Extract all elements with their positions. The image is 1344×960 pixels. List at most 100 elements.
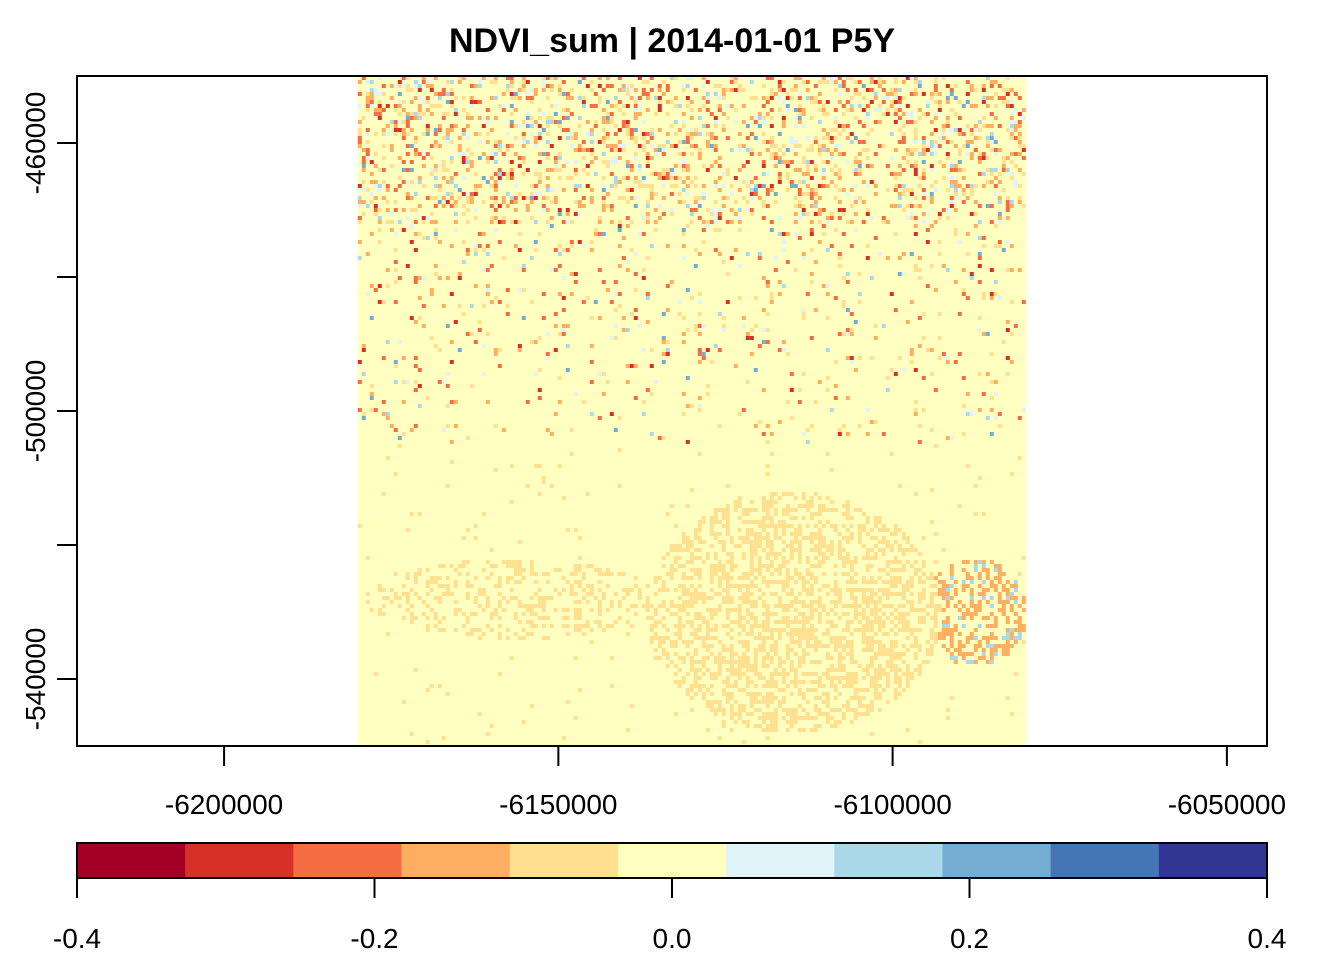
raster-pixel: [489, 612, 494, 616]
raster-pixel: [545, 156, 550, 160]
raster-pixel: [361, 156, 366, 160]
raster-pixel: [797, 528, 802, 532]
raster-pixel: [853, 616, 858, 620]
raster-pixel: [465, 208, 470, 212]
raster-pixel: [633, 272, 638, 276]
raster-pixel: [801, 652, 806, 656]
raster-pixel: [869, 164, 874, 168]
raster-pixel: [837, 600, 842, 604]
raster-pixel: [749, 580, 754, 584]
raster-pixel: [625, 104, 630, 108]
raster-pixel: [541, 80, 546, 84]
raster-pixel: [477, 244, 482, 248]
raster-pixel: [793, 204, 798, 208]
raster-pixel: [533, 144, 538, 148]
raster-pixel: [433, 580, 438, 584]
raster-pixel: [1009, 628, 1014, 632]
raster-pixel: [985, 156, 990, 160]
raster-pixel: [533, 92, 538, 96]
raster-pixel: [493, 228, 498, 232]
raster-pixel: [461, 624, 466, 628]
raster-pixel: [913, 216, 918, 220]
raster-pixel: [741, 740, 746, 744]
raster-pixel: [865, 568, 870, 572]
raster-pixel: [681, 576, 686, 580]
raster-pixel: [509, 160, 514, 164]
raster-pixel: [629, 136, 634, 140]
raster-pixel: [717, 312, 722, 316]
raster-pixel: [813, 136, 818, 140]
raster-pixel: [489, 128, 494, 132]
raster-pixel: [961, 616, 966, 620]
raster-pixel: [405, 572, 410, 576]
raster-pixel: [461, 536, 466, 540]
raster-pixel: [977, 256, 982, 260]
raster-pixel: [941, 628, 946, 632]
raster-pixel: [761, 592, 766, 596]
raster-pixel: [861, 556, 866, 560]
raster-pixel: [861, 84, 866, 88]
raster-pixel: [997, 244, 1002, 248]
raster-pixel: [849, 360, 854, 364]
raster-pixel: [453, 124, 458, 128]
raster-pixel: [953, 188, 958, 192]
raster-pixel: [1017, 200, 1022, 204]
raster-pixel: [877, 252, 882, 256]
raster-pixel: [793, 640, 798, 644]
raster-pixel: [565, 220, 570, 224]
raster-pixel: [893, 580, 898, 584]
raster-pixel: [529, 300, 534, 304]
raster-pixel: [389, 212, 394, 216]
raster-pixel: [633, 364, 638, 368]
raster-pixel: [393, 200, 398, 204]
raster-pixel: [621, 596, 626, 600]
raster-pixel: [725, 648, 730, 652]
raster-pixel: [709, 676, 714, 680]
raster-pixel: [557, 252, 562, 256]
raster-pixel: [465, 596, 470, 600]
raster-pixel: [509, 76, 514, 80]
raster-pixel: [441, 592, 446, 596]
raster-pixel: [677, 632, 682, 636]
raster-pixel: [581, 576, 586, 580]
raster-pixel: [989, 648, 994, 652]
raster-pixel: [509, 564, 514, 568]
raster-pixel: [841, 548, 846, 552]
raster-pixel: [1005, 636, 1010, 640]
raster-pixel: [897, 528, 902, 532]
raster-pixel: [585, 132, 590, 136]
raster-pixel: [421, 112, 426, 116]
raster-pixel: [689, 688, 694, 692]
raster-pixel: [741, 196, 746, 200]
raster-pixel: [417, 176, 422, 180]
raster-pixel: [833, 584, 838, 588]
raster-pixel: [933, 144, 938, 148]
raster-pixel: [445, 80, 450, 84]
raster-pixel: [729, 620, 734, 624]
raster-pixel: [981, 332, 986, 336]
raster-pixel: [981, 236, 986, 240]
raster-pixel: [845, 308, 850, 312]
raster-pixel: [785, 172, 790, 176]
raster-pixel: [821, 112, 826, 116]
raster-pixel: [937, 136, 942, 140]
raster-pixel: [373, 204, 378, 208]
raster-pixel: [917, 648, 922, 652]
raster-pixel: [845, 516, 850, 520]
raster-pixel: [837, 544, 842, 548]
raster-pixel: [809, 628, 814, 632]
raster-pixel: [953, 232, 958, 236]
raster-pixel: [961, 132, 966, 136]
raster-pixel: [737, 88, 742, 92]
raster-pixel: [665, 636, 670, 640]
raster-pixel: [737, 608, 742, 612]
raster-pixel: [901, 660, 906, 664]
raster-pixel: [449, 244, 454, 248]
raster-pixel: [837, 708, 842, 712]
raster-pixel: [601, 208, 606, 212]
raster-pixel: [561, 276, 566, 280]
raster-pixel: [493, 160, 498, 164]
raster-pixel: [753, 636, 758, 640]
raster-pixel: [693, 132, 698, 136]
raster-pixel: [673, 548, 678, 552]
